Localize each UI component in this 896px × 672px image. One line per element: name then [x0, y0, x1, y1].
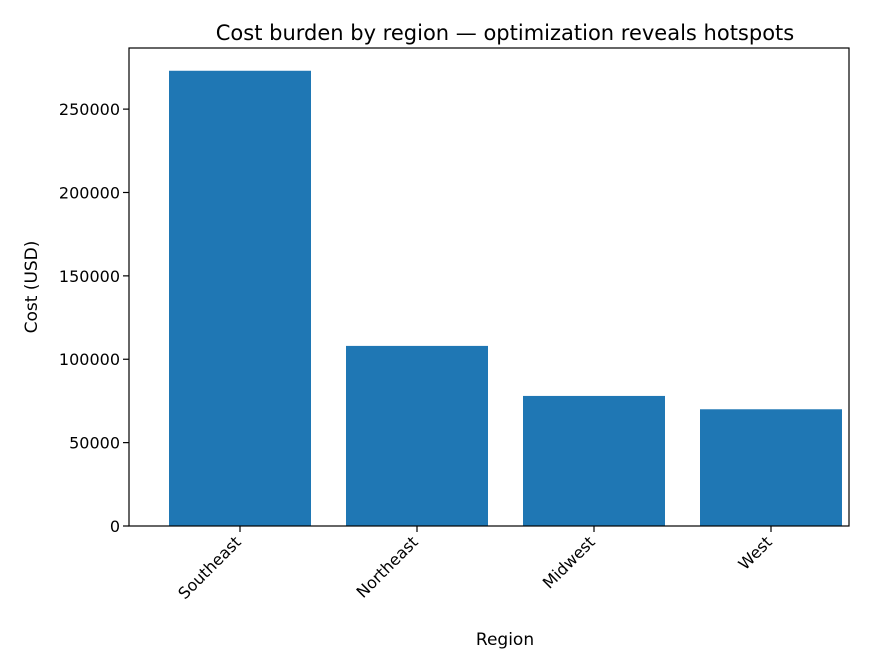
bar-northeast [346, 345, 488, 526]
y-tick-label: 100000 [59, 350, 120, 369]
plot-frame [128, 47, 850, 527]
y-tick-label: 250000 [59, 100, 120, 119]
y-tick-label: 150000 [59, 267, 120, 286]
bar-west [700, 409, 842, 526]
x-tick-label: Midwest [539, 532, 599, 592]
x-axis: Southeast Northeast Midwest West [174, 526, 776, 603]
y-tick-label: 0 [110, 517, 120, 536]
y-tick-label: 50000 [69, 434, 120, 453]
y-axis-label: Cost (USD) [22, 241, 42, 334]
x-tick-label: Southeast [174, 532, 245, 603]
bars-group [169, 70, 842, 526]
y-tick-label: 200000 [59, 183, 120, 202]
bar-midwest [523, 395, 665, 526]
x-tick-label: West [735, 532, 776, 573]
y-axis: 0 50000 100000 150000 200000 250000 [59, 100, 129, 536]
bar-southeast [169, 70, 311, 526]
x-tick-label: Northeast [353, 532, 422, 601]
chart-title: Cost burden by region — optimization rev… [216, 21, 794, 45]
x-axis-label: Region [476, 630, 534, 650]
